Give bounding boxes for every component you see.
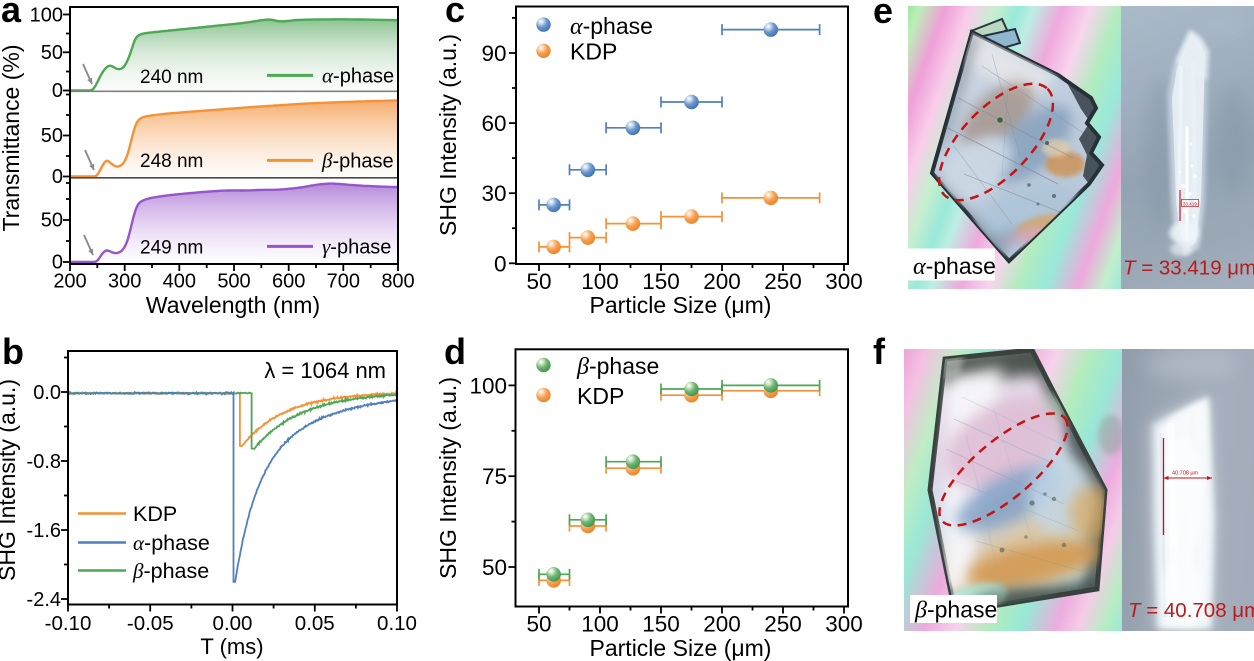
svg-text:α-phase: α-phase [570,13,653,40]
svg-text:0: 0 [52,80,63,102]
svg-text:0.00: 0.00 [213,612,253,635]
svg-text:SHG Intensity (a.u.): SHG Intensity (a.u.) [435,377,461,579]
svg-text:β-phase: β-phase [914,596,997,623]
svg-text:KDP: KDP [577,383,624,409]
svg-text:200: 200 [53,271,86,293]
svg-text:250: 250 [764,269,802,294]
svg-text:90: 90 [481,41,506,66]
svg-text:60: 60 [481,111,506,136]
svg-text:300: 300 [825,612,863,637]
svg-text:-0.10: -0.10 [45,612,92,635]
svg-text:α-phase: α-phase [133,531,210,555]
svg-text:100: 100 [30,5,63,27]
svg-text:T = 33.419 μm: T = 33.419 μm [1123,257,1254,280]
svg-text:250: 250 [764,612,802,637]
svg-text:β-phase: β-phase [132,559,209,583]
svg-text:Transmittance (%): Transmittance (%) [0,44,24,231]
svg-text:-0.8: -0.8 [27,451,61,473]
svg-text:α-phase: α-phase [913,253,996,280]
svg-text:α-phase: α-phase [322,63,394,87]
svg-text:Wavelength (nm): Wavelength (nm) [146,292,320,318]
svg-text:200: 200 [703,269,741,294]
svg-text:γ-phase: γ-phase [322,234,391,258]
svg-text:50: 50 [526,269,551,294]
svg-text:β-phase: β-phase [576,353,659,380]
svg-text:0.10: 0.10 [377,612,417,635]
svg-text:0.05: 0.05 [295,612,335,635]
svg-text:50: 50 [41,210,63,232]
svg-text:50: 50 [482,555,507,580]
svg-text:30: 30 [481,181,506,206]
svg-text:50: 50 [41,125,63,147]
svg-text:150: 150 [642,612,680,637]
svg-text:600: 600 [272,271,305,293]
svg-text:249 nm: 249 nm [140,238,203,259]
svg-text:100: 100 [581,612,619,637]
svg-text:100: 100 [581,269,619,294]
svg-text:248 nm: 248 nm [140,151,203,172]
svg-text:T (ms): T (ms) [200,634,263,659]
svg-text:240 nm: 240 nm [140,67,203,88]
svg-text:200: 200 [703,612,741,637]
svg-text:KDP: KDP [133,502,177,526]
svg-text:Particle Size (μm): Particle Size (μm) [590,635,772,661]
svg-text:33.419: 33.419 [1183,201,1197,206]
svg-text:T = 40.708 μm: T = 40.708 μm [1128,599,1254,622]
svg-text:40.708 μm: 40.708 μm [1172,470,1199,476]
svg-text:-0.05: -0.05 [127,612,174,635]
svg-text:150: 150 [642,269,680,294]
svg-text:SHG Intensity (a.u.): SHG Intensity (a.u.) [435,34,461,236]
svg-text:300: 300 [825,269,863,294]
svg-text:0: 0 [494,251,507,276]
svg-text:λ = 1064 nm: λ = 1064 nm [264,358,386,383]
svg-text:400: 400 [163,271,196,293]
svg-text:0.0: 0.0 [33,382,61,404]
svg-text:β-phase: β-phase [321,148,394,172]
svg-text:0: 0 [52,166,63,188]
svg-text:0: 0 [52,252,63,274]
svg-text:50: 50 [526,612,551,637]
svg-text:100: 100 [469,373,507,398]
svg-text:75: 75 [482,464,507,489]
svg-text:Particle Size (μm): Particle Size (μm) [590,292,772,318]
svg-text:KDP: KDP [570,39,617,65]
svg-text:500: 500 [217,271,250,293]
svg-text:50: 50 [41,42,63,64]
svg-text:700: 700 [327,271,360,293]
svg-text:SHG Intensity (a.u.): SHG Intensity (a.u.) [0,379,20,581]
svg-text:-2.4: -2.4 [27,589,61,611]
svg-text:-1.6: -1.6 [27,520,61,542]
svg-text:300: 300 [108,271,141,293]
svg-text:800: 800 [381,271,414,293]
